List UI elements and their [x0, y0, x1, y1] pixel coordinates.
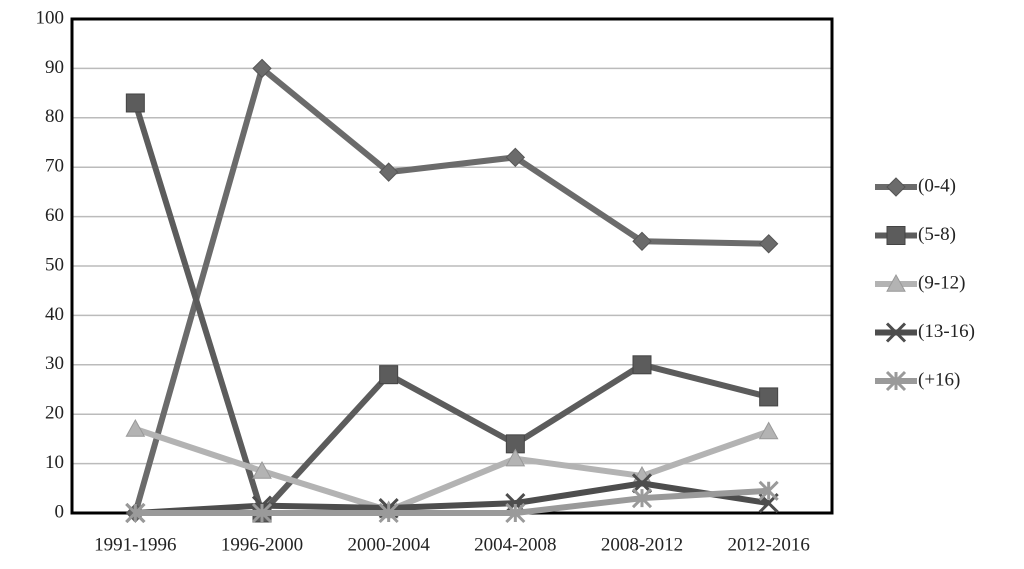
- marker: [505, 502, 526, 524]
- x-tick-label: 2008-2012: [601, 534, 683, 555]
- y-tick-label: 40: [45, 304, 64, 325]
- marker: [631, 488, 653, 509]
- y-tick-label: 100: [36, 7, 65, 28]
- marker: [125, 93, 145, 113]
- marker: [758, 480, 779, 501]
- legend-label: (13-16): [918, 321, 975, 342]
- x-tick-label: 2000-2004: [348, 534, 431, 555]
- marker: [125, 502, 146, 524]
- series-line: [134, 426, 770, 514]
- series-line: [135, 487, 769, 516]
- marker: [632, 355, 652, 375]
- marker: [378, 502, 399, 524]
- series-line: [132, 102, 770, 516]
- marker: [378, 162, 399, 182]
- marker: [252, 58, 272, 79]
- y-tick-label: 60: [45, 205, 64, 226]
- legend-label: (9-12): [918, 272, 965, 293]
- y-tick-label: 80: [45, 106, 64, 127]
- x-tick-label: 1991-1996: [94, 534, 176, 555]
- series-line: [132, 65, 769, 514]
- y-tick-label: 50: [45, 254, 64, 275]
- legend-marker: [886, 177, 906, 197]
- legend-label: (5-8): [918, 224, 956, 245]
- marker: [125, 418, 146, 437]
- marker: [632, 231, 652, 252]
- marker: [505, 147, 526, 168]
- x-tick-label: 2012-2016: [728, 534, 810, 555]
- marker: [758, 234, 779, 254]
- y-tick-label: 90: [45, 57, 64, 78]
- y-tick-label: 0: [55, 501, 65, 522]
- legend-marker: [885, 370, 907, 392]
- series-line: [135, 480, 770, 516]
- x-tick-label: 1996-2000: [221, 534, 303, 555]
- y-tick-label: 20: [45, 403, 64, 424]
- y-tick-label: 30: [45, 353, 64, 374]
- x-tick-label: 2004-2008: [474, 534, 556, 555]
- marker: [759, 387, 779, 407]
- marker: [379, 365, 399, 385]
- legend-marker: [886, 226, 906, 245]
- legend-marker: [885, 322, 907, 343]
- marker: [252, 460, 272, 479]
- marker: [758, 421, 779, 440]
- legend-marker: [886, 273, 906, 292]
- marker: [251, 502, 273, 524]
- legend-label: (0-4): [918, 175, 956, 196]
- y-tick-label: 10: [45, 452, 64, 473]
- legend-label: (+16): [918, 369, 960, 390]
- y-tick-label: 70: [45, 156, 64, 177]
- marker: [505, 448, 526, 467]
- marker: [631, 473, 653, 494]
